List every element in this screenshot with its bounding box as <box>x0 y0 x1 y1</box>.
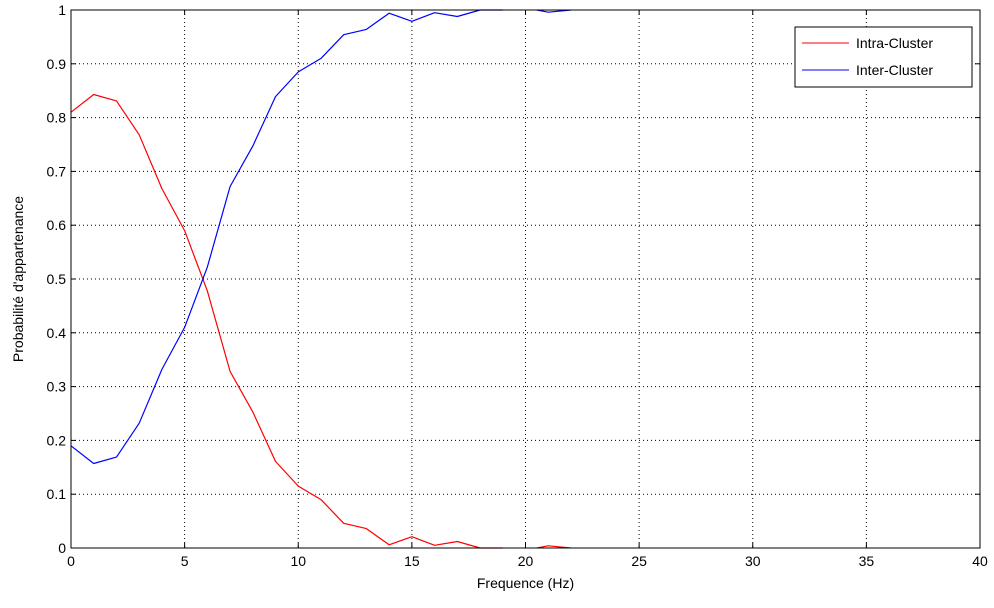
legend: Intra-Cluster Inter-Cluster <box>794 26 973 88</box>
x-axis-tick-labels: 0 5 10 15 20 25 30 35 40 <box>67 553 988 569</box>
series-line-inter-cluster <box>70 9 503 465</box>
y-tick-label: 0.1 <box>47 486 67 502</box>
y-axis-tick-labels: 0 0.1 0.2 0.3 0.4 0.5 0.6 0.7 0.8 0.9 1 <box>47 2 67 556</box>
series-line-intra-cluster <box>536 545 572 549</box>
x-tick-label: 35 <box>859 553 875 569</box>
x-tick-label: 15 <box>404 553 420 569</box>
x-tick-label: 10 <box>290 553 306 569</box>
y-tick-label: 0 <box>58 540 66 556</box>
x-tick-label: 0 <box>67 553 75 569</box>
y-tick-label: 0.6 <box>47 217 67 233</box>
x-tick-label: 5 <box>181 553 189 569</box>
legend-box <box>794 26 973 88</box>
y-tick-label: 0.3 <box>47 379 67 395</box>
plot-lines <box>70 9 572 549</box>
y-tick-label: 0.9 <box>47 56 67 72</box>
series-line-inter-cluster <box>536 9 572 13</box>
y-tick-label: 0.4 <box>47 325 67 341</box>
y-tick-label: 0.8 <box>47 110 67 126</box>
y-tick-label: 0.5 <box>47 271 67 287</box>
y-tick-label: 1 <box>58 2 66 18</box>
x-tick-label: 30 <box>745 553 761 569</box>
legend-label-intra-cluster: Intra-Cluster <box>856 35 933 51</box>
y-tick-label: 0.7 <box>47 163 67 179</box>
y-axis-label: Probabilité d'appartenance <box>10 196 26 362</box>
x-tick-label: 25 <box>631 553 647 569</box>
legend-label-inter-cluster: Inter-Cluster <box>856 62 933 78</box>
x-axis-label: Frequence (Hz) <box>477 575 574 591</box>
axis-ticks <box>70 9 981 549</box>
grid <box>71 10 980 548</box>
x-tick-label: 40 <box>972 553 988 569</box>
series-line-intra-cluster <box>70 93 503 549</box>
y-tick-label: 0.2 <box>47 432 67 448</box>
x-tick-label: 20 <box>518 553 534 569</box>
